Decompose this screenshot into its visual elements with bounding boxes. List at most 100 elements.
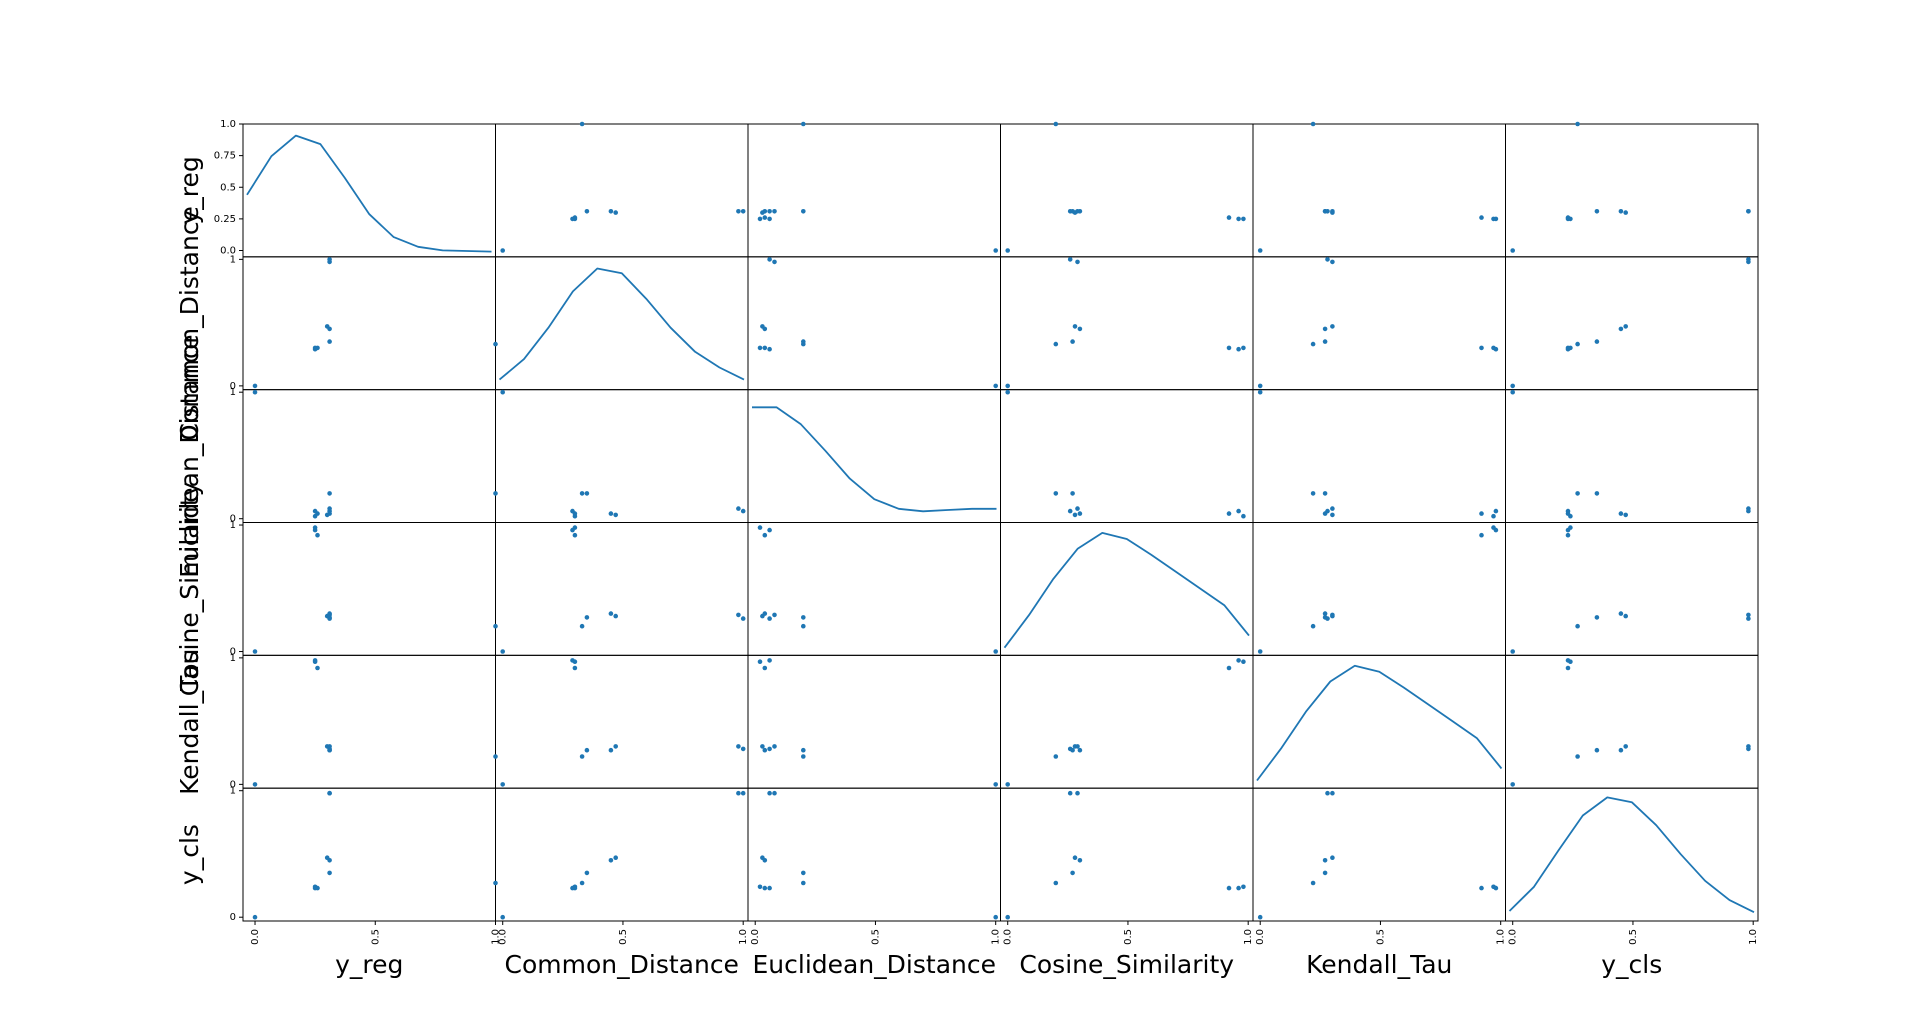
cell-y_cls-vs-y_reg: [242, 787, 496, 922]
point-Kendall_Tau-y_reg-9: [493, 754, 498, 759]
cell-Common_Distance-vs-y_cls: [1505, 256, 1759, 391]
point-y_cls-Common_Distance-3: [570, 885, 575, 891]
y-tick-label-Common_Distance-0: 0: [230, 381, 236, 392]
point-y_reg-Cosine_Similarity-0: [1005, 248, 1010, 253]
cell-Cosine_Similarity-vs-Euclidean_Distance: [747, 522, 1001, 656]
point-y_reg-Common_Distance-7: [584, 209, 590, 214]
point-y_reg-y_cls-4: [1623, 210, 1628, 215]
point-Euclidean_Distance-Kendall_Tau-7: [1322, 491, 1328, 496]
point-Cosine_Similarity-Kendall_Tau-6: [1322, 611, 1328, 616]
cell-y_reg-vs-y_reg: [242, 123, 496, 258]
point-Common_Distance-Kendall_Tau-7: [1322, 339, 1328, 344]
point-Common_Distance-Cosine_Similarity-9: [1053, 341, 1059, 347]
point-Common_Distance-Euclidean_Distance-6: [762, 326, 768, 332]
cell-y_cls-vs-y_cls: [1505, 787, 1759, 922]
point-Common_Distance-Cosine_Similarity-3: [1236, 346, 1241, 352]
kde-curve-Euclidean_Distance: [752, 406, 997, 513]
row-label-Euclidean_Distance: Euclidean_Distance: [175, 334, 204, 578]
point-Common_Distance-y_cls-8: [1746, 257, 1751, 262]
column-label-Kendall_Tau: Kendall_Tau: [1306, 950, 1452, 979]
point-y_reg-Kendall_Tau-9: [1310, 121, 1316, 127]
x-tick-label-y_cls-1: 0.5: [1628, 929, 1639, 945]
y-tick-label-y_reg-1: 0.25: [214, 214, 236, 225]
cell-y_cls-vs-Cosine_Similarity: [1000, 787, 1254, 922]
cell-y_cls-vs-Euclidean_Distance: [747, 787, 1001, 922]
point-y_reg-Cosine_Similarity-9: [1053, 121, 1059, 127]
cell-Cosine_Similarity-vs-y_cls: [1505, 522, 1759, 656]
column-label-Euclidean_Distance: Euclidean_Distance: [752, 950, 996, 979]
point-y_cls-Cosine_Similarity-1: [1241, 884, 1246, 890]
y-tick-label-y_cls-0: 0: [230, 912, 236, 923]
point-Common_Distance-Kendall_Tau-5: [1330, 259, 1335, 265]
point-Cosine_Similarity-Euclidean_Distance-6: [762, 611, 768, 616]
point-Euclidean_Distance-y_cls-7: [1594, 491, 1600, 496]
point-Common_Distance-Cosine_Similarity-0: [1005, 383, 1010, 389]
point-Kendall_Tau-Common_Distance-7: [584, 747, 590, 753]
point-Common_Distance-Euclidean_Distance-2: [762, 345, 768, 351]
point-Cosine_Similarity-y_cls-5: [1746, 612, 1751, 618]
point-y_cls-Kendall_Tau-2: [1479, 885, 1484, 891]
cell-Euclidean_Distance-vs-Euclidean_Distance: [747, 389, 1001, 523]
point-Cosine_Similarity-Kendall_Tau-3: [1493, 527, 1499, 533]
point-Cosine_Similarity-Common_Distance-5: [736, 612, 741, 618]
point-Cosine_Similarity-Euclidean_Distance-7: [801, 615, 806, 620]
point-y_reg-Common_Distance-9: [579, 121, 585, 127]
point-y_cls-y_reg-6: [327, 858, 332, 863]
point-Kendall_Tau-Euclidean_Distance-1: [757, 659, 763, 664]
point-Kendall_Tau-Cosine_Similarity-2: [1226, 665, 1232, 671]
point-y_reg-Common_Distance-4: [613, 210, 618, 215]
point-y_reg-Euclidean_Distance-7: [801, 209, 806, 214]
point-Euclidean_Distance-Kendall_Tau-1: [1491, 513, 1496, 519]
cell-Common_Distance-vs-y_reg: [242, 256, 496, 391]
x-tick-label-Euclidean_Distance-0: 0.0: [750, 929, 761, 945]
point-Cosine_Similarity-y_reg-6: [327, 611, 332, 616]
point-y_reg-y_cls-9: [1575, 121, 1580, 127]
point-y_cls-Euclidean_Distance-2: [762, 885, 768, 891]
point-Cosine_Similarity-y_cls-3: [1565, 527, 1571, 533]
point-y_reg-Euclidean_Distance-6: [762, 209, 768, 214]
row-label-y_reg: y_reg: [175, 156, 204, 224]
point-Euclidean_Distance-Kendall_Tau-9: [1310, 491, 1316, 496]
point-Euclidean_Distance-Common_Distance-4: [613, 512, 618, 518]
cell-Cosine_Similarity-vs-Kendall_Tau: [1252, 522, 1506, 656]
x-tick-label-y_reg-0: 0.0: [250, 929, 261, 945]
point-Euclidean_Distance-Cosine_Similarity-5: [1075, 506, 1080, 511]
point-Common_Distance-Euclidean_Distance-8: [767, 257, 772, 262]
point-Euclidean_Distance-y_cls-3: [1565, 508, 1571, 514]
point-y_reg-Kendall_Tau-0: [1257, 248, 1263, 253]
point-Kendall_Tau-Common_Distance-4: [613, 744, 618, 749]
point-Kendall_Tau-y_reg-3: [312, 658, 318, 663]
point-Common_Distance-Cosine_Similarity-1: [1241, 345, 1246, 351]
point-y_cls-Cosine_Similarity-3: [1236, 885, 1241, 891]
point-Common_Distance-Cosine_Similarity-5: [1075, 259, 1080, 265]
point-Cosine_Similarity-Euclidean_Distance-3: [767, 527, 772, 533]
point-y_cls-Cosine_Similarity-7: [1070, 870, 1075, 876]
point-Cosine_Similarity-Kendall_Tau-5: [1330, 612, 1335, 618]
point-Kendall_Tau-y_reg-8: [327, 746, 332, 752]
cell-Cosine_Similarity-vs-Common_Distance: [495, 522, 749, 656]
point-y_cls-Euclidean_Distance-3: [767, 885, 772, 891]
point-Common_Distance-Kendall_Tau-9: [1310, 341, 1316, 347]
point-y_reg-Euclidean_Distance-3: [767, 216, 772, 222]
cell-Common_Distance-vs-Cosine_Similarity: [1000, 256, 1254, 391]
point-y_cls-y_reg-9: [493, 880, 498, 886]
point-Kendall_Tau-y_cls-7: [1594, 747, 1600, 753]
point-Kendall_Tau-Cosine_Similarity-5: [1075, 744, 1080, 749]
point-Cosine_Similarity-Common_Distance-3: [570, 527, 575, 533]
point-y_cls-Kendall_Tau-6: [1322, 858, 1328, 863]
kde-curve-Kendall_Tau: [1256, 664, 1503, 782]
point-y_reg-Euclidean_Distance-9: [801, 121, 806, 127]
point-y_reg-y_cls-3: [1565, 216, 1571, 222]
point-y_cls-Euclidean_Distance-1: [757, 884, 763, 890]
point-Kendall_Tau-y_cls-2: [1565, 665, 1571, 671]
point-Kendall_Tau-Cosine_Similarity-0: [1005, 782, 1010, 787]
point-y_reg-Common_Distance-6: [608, 209, 614, 214]
y-tick-label-y_cls-1: 1: [230, 786, 236, 797]
point-Kendall_Tau-Euclidean_Distance-8: [767, 746, 772, 752]
kde-curve-y_reg: [246, 134, 492, 253]
x-tick-label-Cosine_Similarity-2: 1.0: [1243, 929, 1254, 945]
point-y_reg-Cosine_Similarity-8: [1067, 209, 1073, 214]
point-y_reg-Common_Distance-0: [500, 248, 506, 253]
point-Kendall_Tau-y_cls-4: [1623, 744, 1628, 749]
